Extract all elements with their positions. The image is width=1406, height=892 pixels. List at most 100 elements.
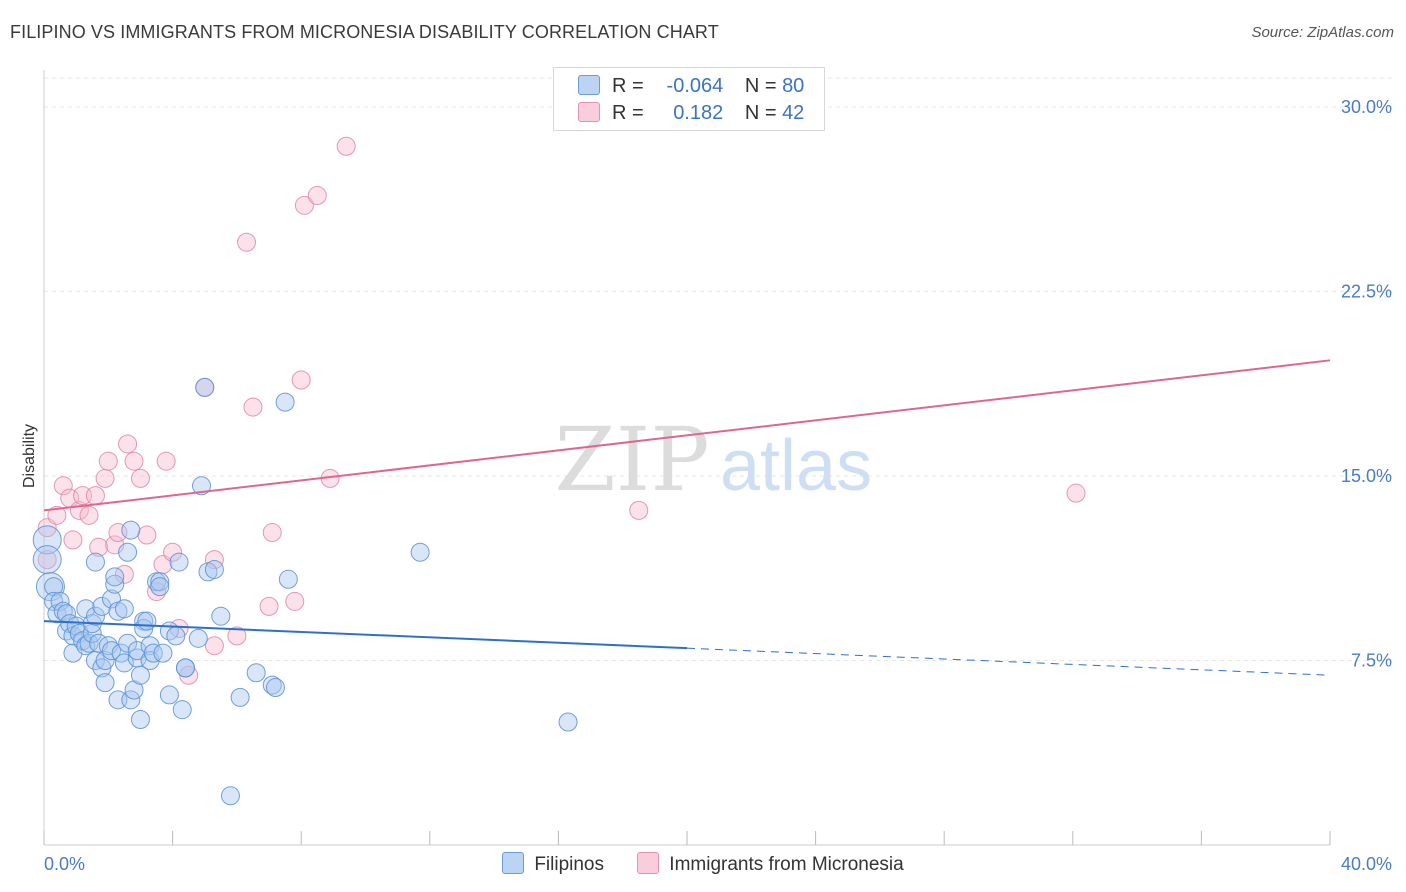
micronesia-point [307,185,327,205]
micronesia-point [262,523,282,543]
y-axis-label: Disability [21,424,38,488]
filipinos-trend-extension [686,647,1331,676]
filipino-point [32,545,62,575]
x-tick-label: 0.0% [44,854,85,874]
filipino-point [558,712,578,732]
legend-r-value: -0.064 [666,75,724,97]
legend-item-filipinos: Filipinos [502,852,604,876]
watermark-zip: ZIP [554,408,709,511]
series-micronesia-points [37,136,1086,685]
filipino-point [172,700,192,720]
filipino-point [105,567,125,587]
micronesia-point [37,550,57,570]
micronesia-trend-line [43,359,1331,512]
filipino-point [153,643,173,663]
filipino-point [169,552,189,572]
micronesia-point [130,468,150,488]
gridlines [44,77,1392,661]
filipino-point [95,673,115,693]
y-tick-label: 15.0% [1341,466,1392,486]
filipino-point [105,574,125,594]
filipino-point [85,606,105,626]
micronesia-point [85,486,105,506]
series-legend: Filipinos Immigrants from Micronesia [0,852,1406,876]
filipino-point [211,606,231,626]
filipino-point [265,678,285,698]
micronesia-point [204,550,224,570]
micronesia-point [204,636,224,656]
micronesia-point [63,530,83,550]
filipino-point [114,599,134,619]
filipino-point [195,377,215,397]
filipino-point [166,626,186,646]
legend-swatch-micronesia [637,852,660,874]
micronesia-point [47,505,67,525]
micronesia-point [124,451,144,471]
legend-label-filipinos: Filipinos [534,854,605,875]
micronesia-point [163,542,183,562]
micronesia-point [137,525,157,545]
filipino-point [114,653,134,673]
filipino-point [44,591,64,611]
filipino-point [150,577,170,597]
legend-swatch-filipinos [502,852,525,874]
filipino-point [278,569,298,589]
micronesia-point [294,195,314,215]
legend-n-value: 80 [782,75,805,97]
filipino-point [220,786,240,806]
chart-title: FILIPINO VS IMMIGRANTS FROM MICRONESIA D… [10,22,719,42]
filipino-point [159,685,179,705]
filipino-point [95,650,115,670]
filipino-point [192,476,212,496]
axes [43,70,1331,846]
filipino-point [175,658,195,678]
series-filipinos-points [32,377,578,806]
micronesia-point [95,468,115,488]
filipino-point [204,559,224,579]
micronesia-point [79,505,99,525]
filipino-point [410,542,430,562]
legend-swatch-pink [578,102,600,122]
legend-r-label: R = [612,102,644,124]
watermark: ZIP atlas [554,408,872,511]
micronesia-point [98,451,118,471]
stats-legend: R = -0.064 N = 80 R = 0.182 N = 42 [553,67,825,131]
micronesia-point [89,537,109,557]
filipino-point [137,611,157,631]
micronesia-point [156,451,176,471]
filipino-point [188,628,208,648]
legend-n-label: N = [744,102,777,124]
filipino-point [130,710,150,730]
filipino-point [121,520,141,540]
micronesia-point [53,476,73,496]
y-tick-label: 30.0% [1341,97,1392,117]
trend-lines [43,359,1331,676]
legend-row-filipinos: R = -0.064 N = 80 [578,75,804,99]
legend-r-value: 0.182 [673,102,724,124]
micronesia-point [259,596,279,616]
tick-labels: 7.5% 15.0% 22.5% 30.0% 0.0% 40.0% [44,97,1392,874]
filipinos-trend-line [43,620,688,650]
filipino-point [230,687,250,707]
micronesia-point [237,232,257,252]
filipino-point [118,542,138,562]
legend-r-label: R = [612,75,644,97]
x-tick-label: 40.0% [1341,854,1392,874]
filipino-point [127,641,147,661]
micronesia-point [285,591,305,611]
filipino-point [275,392,295,412]
legend-label-micronesia: Immigrants from Micronesia [669,854,904,875]
legend-n-label: N = [744,75,777,97]
filipino-point [262,675,282,695]
filipino-point [143,643,163,663]
legend-swatch-blue [578,75,600,95]
y-tick-label: 22.5% [1341,281,1392,301]
micronesia-point [227,626,247,646]
watermark-atlas: atlas [720,426,872,506]
micronesia-point [1066,483,1086,503]
legend-row-micronesia: R = 0.182 N = 42 [578,102,804,126]
micronesia-point [118,434,138,454]
source-label: Source: ZipAtlas.com [1251,24,1394,41]
legend-item-micronesia: Immigrants from Micronesia [637,852,904,876]
